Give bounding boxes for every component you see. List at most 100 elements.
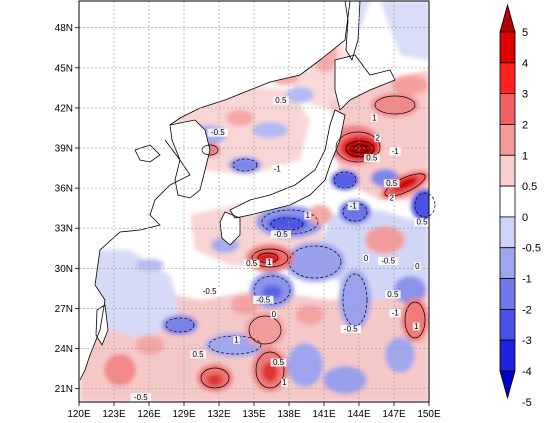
lon-label-120E: 120E xyxy=(67,409,91,420)
contour-22n xyxy=(255,351,285,389)
neg-anomaly-40n xyxy=(252,122,288,138)
lat-label-24N: 24N xyxy=(55,344,73,355)
colorbar-labels: 5 4 3 2 1 0.5 0 -0.5 -1 -2 -3 -4 -5 xyxy=(522,27,541,409)
colorbar-label: -3 xyxy=(522,335,532,347)
pos-anomaly-24n-west xyxy=(136,335,164,355)
contour-label-bg xyxy=(281,378,288,387)
colorbar-label: 0 xyxy=(522,212,528,224)
neg-anomaly-30n xyxy=(285,242,345,282)
colorbar-band xyxy=(499,278,516,310)
contour-label: 0.5 xyxy=(246,259,258,268)
contour-label: 0.5 xyxy=(275,96,287,105)
axis-ticks xyxy=(75,27,430,406)
contour-label-bg xyxy=(190,350,206,359)
neg-anomaly-26n xyxy=(339,270,371,330)
anomaly-field xyxy=(80,1,429,402)
contour-label: 1 xyxy=(267,258,272,267)
lat-label-39N: 39N xyxy=(55,144,73,155)
contour-36n xyxy=(384,173,426,197)
contour-label-bg xyxy=(270,358,287,367)
colorbar-band xyxy=(499,185,516,218)
contour-label: 0.5 xyxy=(386,179,398,188)
contour-label-bg xyxy=(270,230,292,239)
contour-label-bg xyxy=(362,254,370,263)
contour-labels: 0.5 -0.5 -0.5 -0.5 1 -1 0.5 -1 0.5 1 2 2 -0.5 0.5 -0.5… xyxy=(130,96,430,402)
contour-30n xyxy=(251,248,289,268)
contour-label: 1 xyxy=(234,335,239,344)
contour-label: 0 xyxy=(364,254,369,263)
pos-anomaly-42n-east xyxy=(392,75,428,95)
neg-anomaly-35n-east xyxy=(411,189,429,221)
contour-label: 0 xyxy=(272,310,277,319)
contour-label: -0.5 xyxy=(211,128,225,137)
colorbar-band xyxy=(499,31,516,64)
lon-label-141E: 141E xyxy=(312,409,336,420)
lon-label-144E: 144E xyxy=(347,409,371,420)
lat-label-45N: 45N xyxy=(55,63,73,74)
contour-label: 0.5 xyxy=(273,358,285,367)
contour-38n-neg xyxy=(232,158,258,172)
contour-label-bg xyxy=(233,335,240,344)
pos-anomaly-41n xyxy=(371,93,419,117)
pos-anomaly-26n xyxy=(231,295,259,315)
contour-label: -1 xyxy=(392,147,400,156)
coastline-hokkaido xyxy=(334,54,396,111)
colorbar-band xyxy=(499,154,516,187)
neg-anomaly-34n-east xyxy=(339,200,371,224)
contour-label: -0.5 xyxy=(203,287,217,296)
pos-anomaly-30n-core xyxy=(256,252,280,264)
contour-label: 1 xyxy=(282,378,287,387)
longitude-labels: 120E 123E 126E 129E 132E 135E 138E 141E 144E 147E… xyxy=(67,409,441,420)
coastline-shandong xyxy=(134,144,161,163)
lat-label-48N: 48N xyxy=(55,23,73,34)
contour-label-bg xyxy=(389,147,401,156)
lon-label-147E: 147E xyxy=(382,409,406,420)
contour-label-bg xyxy=(199,287,220,296)
contour-label: -1 xyxy=(392,309,400,318)
contour-label-bg xyxy=(207,128,229,137)
contour-label: 2 xyxy=(389,194,394,203)
contour-label-bg xyxy=(265,258,273,267)
weak-negative-area-northeast-corner xyxy=(380,1,429,60)
land-asia-mainland xyxy=(79,1,350,402)
contour-label-bg xyxy=(340,325,362,334)
contour-label: 1 xyxy=(372,113,377,122)
contour-label-bg xyxy=(253,295,274,304)
contour-label-bg xyxy=(414,262,421,271)
lat-label-21N: 21N xyxy=(55,384,73,395)
contour-label: 1 xyxy=(414,322,419,331)
contour-label-bg xyxy=(412,322,420,331)
colorbar-label: 0.5 xyxy=(522,181,537,193)
lon-label-129E: 129E xyxy=(172,409,196,420)
contour-label: 0.5 xyxy=(366,154,378,163)
contour-label-bg xyxy=(271,164,283,173)
colorbar-band xyxy=(499,62,516,95)
colorbar-label: 5 xyxy=(522,27,528,39)
colorbar-bottom-arrow xyxy=(499,370,516,400)
contour-label-bg xyxy=(370,113,378,122)
land xyxy=(79,1,395,402)
contour-39n-core xyxy=(351,144,369,154)
contour-label-bg xyxy=(304,211,311,220)
contour-label-bg xyxy=(374,134,381,143)
contour-label: -0.5 xyxy=(274,230,288,239)
colorbar-label: 1 xyxy=(522,150,528,162)
lat-label-42N: 42N xyxy=(55,103,73,114)
contour-24n xyxy=(248,315,282,345)
neg-anomaly-22n xyxy=(287,343,323,387)
contour-label-bg xyxy=(383,179,400,188)
contour-label-bg xyxy=(363,154,380,163)
contour-33n-neg-inner xyxy=(270,217,304,231)
colorbar-band xyxy=(499,93,516,125)
lat-label-30N: 30N xyxy=(55,264,73,275)
pos-anomaly-40n xyxy=(226,110,254,126)
contour-label-bg xyxy=(272,96,289,105)
contour-35n-neg xyxy=(414,192,436,218)
lon-label-126E: 126E xyxy=(137,409,161,420)
contour-25n-neg xyxy=(165,317,195,333)
colorbar-label: 3 xyxy=(522,89,528,101)
contour-label: -0.5 xyxy=(134,393,148,402)
pos-anomaly-33n xyxy=(308,205,332,225)
lat-label-33N: 33N xyxy=(55,224,73,235)
